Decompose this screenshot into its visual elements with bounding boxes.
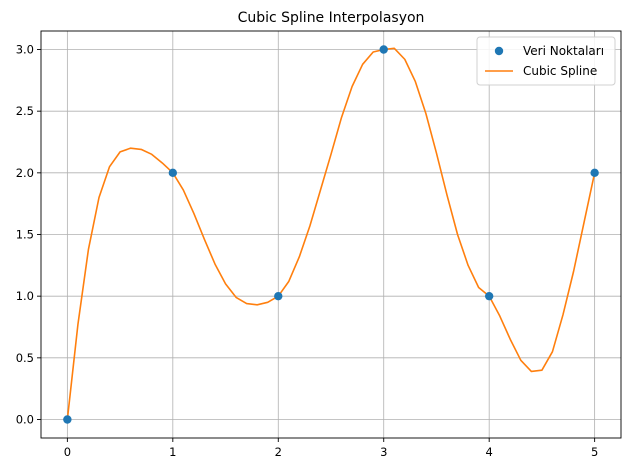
x-tick-label-0: 0 [64, 445, 71, 459]
legend: Veri Noktaları Cubic Spline [476, 36, 616, 86]
x-tick-label-1: 1 [169, 445, 176, 459]
y-tick-label-4: 2.0 [16, 166, 34, 180]
axes: 0 1 2 3 4 5 0.0 0.5 1.0 1.5 2.0 2.5 3.0 [16, 30, 622, 459]
legend-label-0: Veri Noktaları [523, 44, 604, 58]
legend-marker-veri-noktalari [494, 46, 504, 56]
plot-series [63, 45, 599, 424]
chart-title: Cubic Spline Interpolasyon [238, 10, 425, 26]
data-point-4 [484, 291, 494, 301]
data-point-2 [274, 291, 283, 301]
legend-box [476, 36, 616, 86]
y-tick-label-5: 2.5 [16, 104, 34, 118]
grid-lines [41, 31, 621, 438]
y-tick-label-2: 1.0 [16, 289, 34, 303]
x-tick-label-3: 3 [380, 445, 387, 459]
data-point-5 [590, 168, 599, 178]
legend-label-1: Cubic Spline [523, 64, 597, 78]
x-tick-label-5: 5 [591, 445, 598, 459]
series-line-cubic-spline [66, 47, 596, 420]
y-tick-label-6: 3.0 [16, 43, 34, 57]
data-point-3 [379, 45, 388, 54]
y-tick-label-1: 0.5 [16, 351, 34, 365]
y-tick-label-3: 1.5 [16, 228, 34, 242]
y-tick-label-0: 0.0 [16, 413, 34, 427]
x-tick-label-4: 4 [486, 445, 493, 459]
x-tick-label-2: 2 [275, 445, 282, 459]
data-point-0 [63, 415, 72, 424]
data-point-1 [168, 168, 178, 178]
